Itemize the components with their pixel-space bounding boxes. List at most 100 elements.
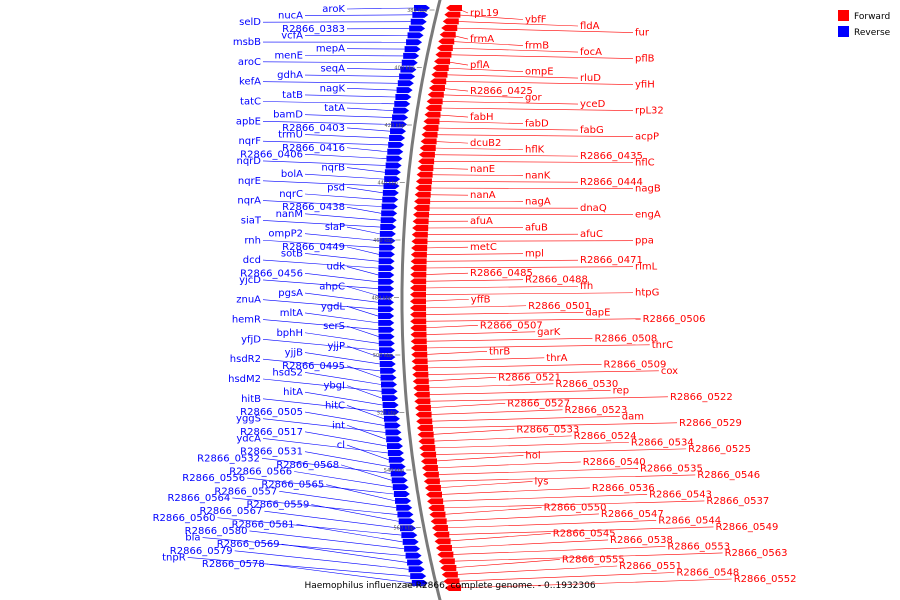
forward-feature-arrow[interactable] [426,491,443,498]
reverse-feature-arrow[interactable] [379,354,396,361]
gene-label-yjjb[interactable]: yjjB [285,348,303,359]
forward-feature-arrow[interactable] [412,378,429,385]
gene-label-hflc[interactable]: hflC [635,158,655,169]
gene-label-dcub2[interactable]: dcuB2 [470,138,501,149]
forward-feature-arrow[interactable] [410,298,427,305]
reverse-feature-arrow[interactable] [402,538,419,545]
gene-label-pgsa[interactable]: pgsA [278,288,303,299]
gene-label-gdha[interactable]: gdhA [277,70,303,81]
forward-feature-arrow[interactable] [420,451,437,458]
reverse-feature-arrow[interactable] [387,148,404,155]
gene-label-r2866-0435[interactable]: R2866_0435 [580,151,643,162]
gene-label-r2866-0507[interactable]: R2866_0507 [480,320,543,331]
reverse-feature-arrow[interactable] [379,237,396,244]
gene-label-mlta[interactable]: mltA [280,308,303,319]
gene-label-afuc[interactable]: afuC [580,229,603,240]
forward-feature-arrow[interactable] [435,51,452,58]
reverse-feature-arrow[interactable] [404,46,421,53]
reverse-feature-arrow[interactable] [393,491,410,498]
forward-feature-arrow[interactable] [428,85,445,91]
gene-label-ppa[interactable]: ppa [635,236,654,247]
forward-feature-arrow[interactable] [413,391,430,398]
gene-label-hflk[interactable]: hflK [525,145,545,156]
reverse-feature-arrow[interactable] [386,155,403,162]
reverse-feature-arrow[interactable] [379,347,396,354]
gene-label-afub[interactable]: afuB [525,223,548,234]
reverse-feature-arrow[interactable] [409,25,426,32]
gene-label-yjcd[interactable]: yjcD [239,275,261,286]
reverse-feature-arrow[interactable] [382,189,399,196]
gene-label-r2866-0444[interactable]: R2866_0444 [580,177,643,188]
reverse-feature-arrow[interactable] [386,436,403,443]
forward-feature-arrow[interactable] [412,371,429,378]
reverse-feature-arrow[interactable] [378,340,395,347]
forward-feature-arrow[interactable] [410,291,427,298]
forward-feature-arrow[interactable] [444,11,461,18]
gene-label-r2866-0579[interactable]: R2866_0579 [170,546,233,557]
gene-label-nqrf[interactable]: nqrF [238,136,261,147]
gene-label-psd[interactable]: psd [327,182,345,193]
forward-feature-arrow[interactable] [414,198,431,205]
gene-label-naga[interactable]: nagA [525,197,551,208]
forward-feature-arrow[interactable] [418,158,435,165]
gene-label-r2866-0501[interactable]: R2866_0501 [528,301,591,312]
forward-feature-arrow[interactable] [415,178,432,185]
reverse-feature-arrow[interactable] [384,169,401,176]
reverse-feature-arrow[interactable] [394,100,411,107]
gene-label-r2866-0563[interactable]: R2866_0563 [725,548,788,559]
gene-label-r2866-0535[interactable]: R2866_0535 [640,463,703,474]
gene-label-r2866-0406[interactable]: R2866_0406 [240,149,303,160]
reverse-feature-arrow[interactable] [399,73,416,80]
forward-feature-arrow[interactable] [429,511,446,518]
gene-label-r2866-0531[interactable]: R2866_0531 [240,447,303,458]
reverse-feature-arrow[interactable] [383,182,400,189]
forward-feature-arrow[interactable] [438,38,455,45]
forward-feature-arrow[interactable] [445,585,462,591]
gene-label-yjjp[interactable]: yjjP [327,341,345,352]
forward-feature-arrow[interactable] [414,405,431,411]
gene-label-ybgi[interactable]: ybgI [323,381,345,392]
gene-label-r2866-0568[interactable]: R2866_0568 [276,460,339,471]
gene-label-mepa[interactable]: mepA [316,44,345,55]
forward-feature-arrow[interactable] [411,231,428,238]
gene-label-rpl32[interactable]: rpL32 [635,106,664,117]
forward-feature-arrow[interactable] [417,165,434,171]
gene-label-ffh[interactable]: ffh [580,281,593,292]
gene-label-mene[interactable]: menE [274,50,303,61]
reverse-feature-arrow[interactable] [391,121,408,128]
reverse-feature-arrow[interactable] [381,210,398,217]
reverse-feature-arrow[interactable] [383,415,400,422]
gene-label-rlml[interactable]: rlmL [635,262,658,273]
gene-label-nank[interactable]: nanK [525,171,551,182]
reverse-feature-arrow[interactable] [380,217,397,224]
gene-label-nanm[interactable]: nanM [276,209,303,220]
reverse-feature-arrow[interactable] [378,265,395,272]
gene-label-r2866-0534[interactable]: R2866_0534 [631,437,694,448]
forward-feature-arrow[interactable] [421,131,438,138]
reverse-feature-arrow[interactable] [407,32,424,39]
reverse-feature-arrow[interactable] [381,388,398,395]
forward-feature-arrow[interactable] [434,538,451,545]
reverse-feature-arrow[interactable] [388,456,405,463]
gene-label-rlud[interactable]: rluD [580,73,601,84]
gene-label-thra[interactable]: thrA [546,353,567,364]
forward-feature-arrow[interactable] [412,218,429,225]
reverse-feature-arrow[interactable] [387,449,404,456]
reverse-feature-arrow[interactable] [385,162,402,169]
gene-label-siat[interactable]: siaT [241,215,262,226]
gene-label-r2866-0471[interactable]: R2866_0471 [580,255,643,266]
gene-label-bphh[interactable]: bphH [276,328,303,339]
gene-label-r2866-0508[interactable]: R2866_0508 [594,333,657,344]
gene-label-sers[interactable]: serS [323,321,345,332]
reverse-feature-arrow[interactable] [381,381,398,388]
gene-label-r2866-0522[interactable]: R2866_0522 [670,392,733,403]
reverse-feature-arrow[interactable] [380,224,397,231]
reverse-feature-arrow[interactable] [407,559,424,566]
gene-label-r2866-0547[interactable]: R2866_0547 [601,509,664,520]
gene-label-fabh[interactable]: fabH [470,112,494,123]
gene-label-r2866-0549[interactable]: R2866_0549 [715,522,778,533]
forward-feature-arrow[interactable] [419,145,436,151]
gene-label-ahpc[interactable]: ahpC [319,282,345,293]
gene-label-bla[interactable]: bla [185,533,200,544]
reverse-feature-arrow[interactable] [380,374,397,381]
